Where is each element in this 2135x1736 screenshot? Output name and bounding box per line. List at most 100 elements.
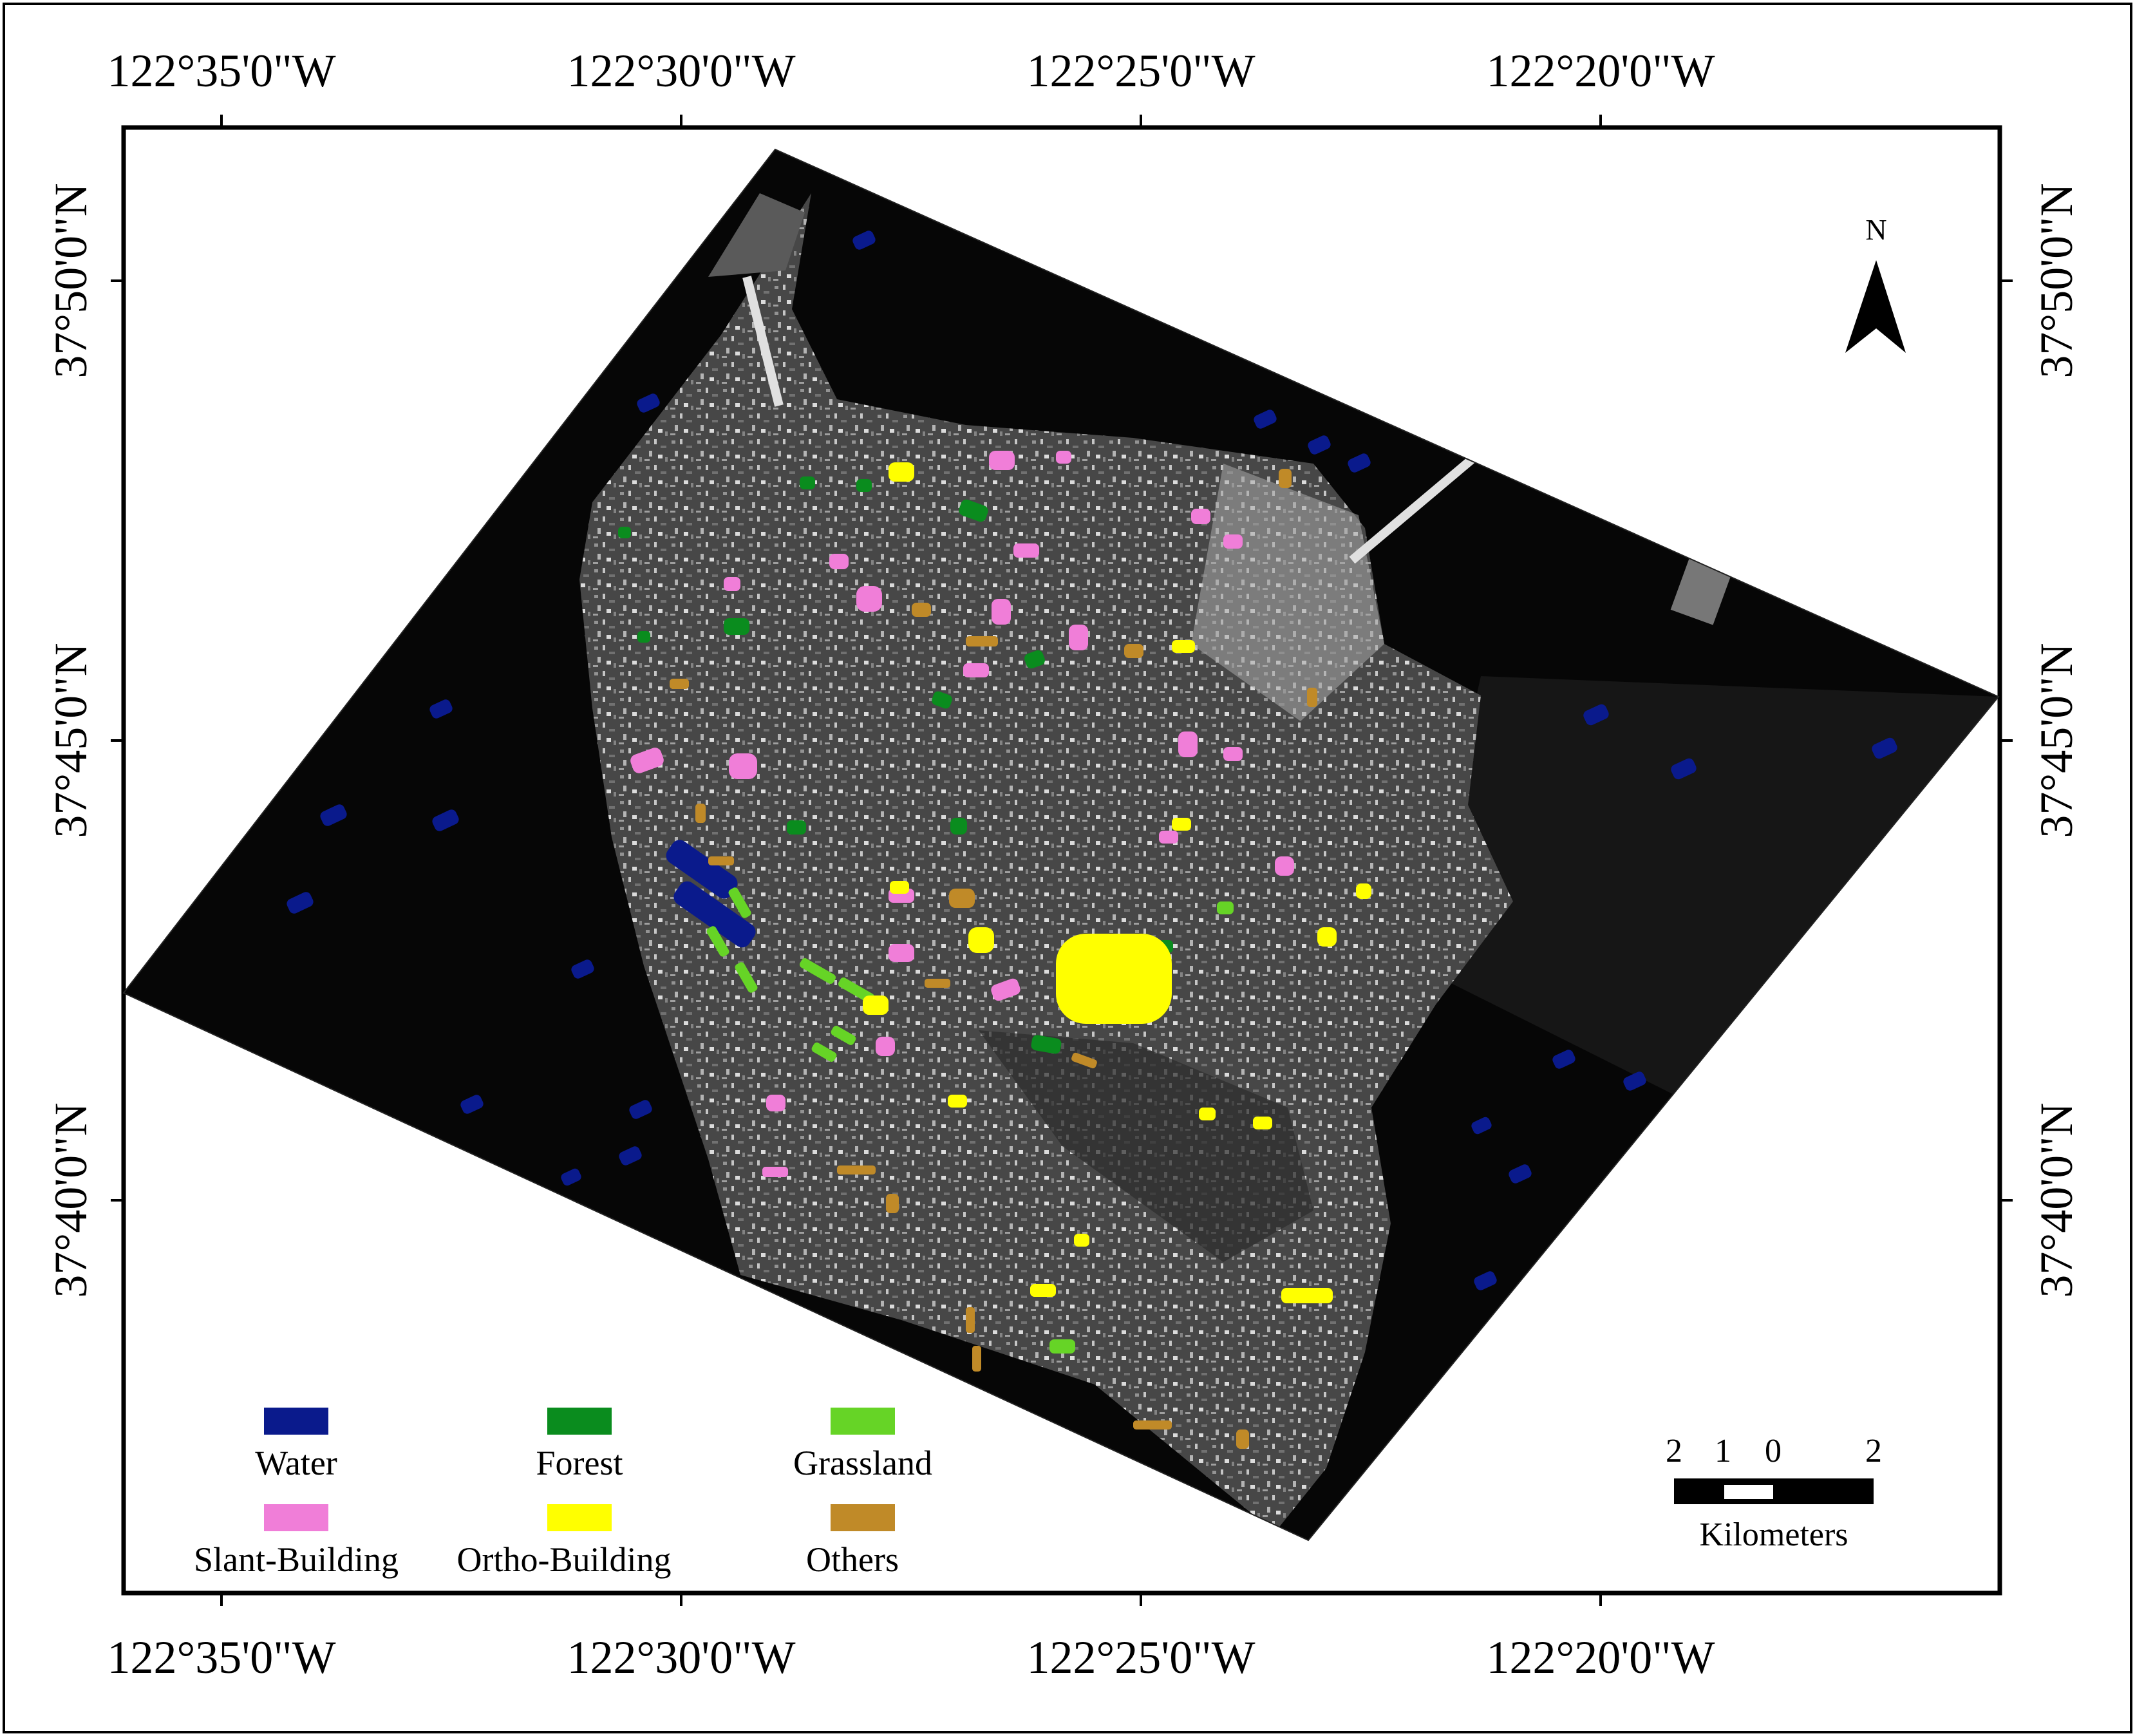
- lon-label-bottom-4: 122°20'0"W: [1486, 1632, 1715, 1683]
- sample-patch-water: [287, 892, 314, 914]
- legend-label-ortho-building: Ortho-Building: [457, 1540, 672, 1579]
- sample-patch-forest: [618, 527, 631, 538]
- sample-patch-others: [912, 603, 931, 617]
- sample-patch-grassland: [735, 962, 758, 993]
- sample-patch-water: [1348, 453, 1371, 473]
- sample-patch-others: [925, 979, 950, 988]
- north-arrow-icon: N: [1845, 213, 1906, 353]
- sample-patch-ortho-building: [1056, 934, 1172, 1024]
- sample-patch-others: [1279, 469, 1292, 488]
- sample-patch-forest: [932, 691, 952, 709]
- lat-label-right-3: 37°40'0"N: [2031, 1102, 2082, 1297]
- sample-patch-slant-building: [630, 748, 664, 773]
- lat-label-left-3: 37°40'0"N: [45, 1102, 97, 1297]
- sample-patch-ortho-building: [1172, 640, 1195, 653]
- sample-patch-water: [1623, 1071, 1646, 1091]
- sample-patch-others: [1133, 1420, 1172, 1429]
- sample-patch-ortho-building: [1317, 927, 1337, 947]
- sample-patch-grassland: [1217, 901, 1234, 914]
- sample-patch-water: [1474, 1271, 1497, 1290]
- lon-label-bottom-3: 122°25'0"W: [1026, 1632, 1255, 1683]
- sample-patch-ortho-building: [1253, 1117, 1272, 1129]
- sample-patch-water: [619, 1146, 642, 1165]
- sample-patch-forest: [787, 820, 806, 835]
- legend-swatch-water: [264, 1408, 328, 1435]
- lon-label-top-4: 122°20'0"W: [1486, 45, 1715, 97]
- sample-patch-forest: [1024, 650, 1045, 669]
- sample-patch-slant-building: [1013, 543, 1039, 558]
- scale-tick-label-2: 1: [1715, 1433, 1731, 1469]
- lat-label-right-2: 37°45'0"N: [2031, 643, 2082, 838]
- sample-patch-water: [571, 959, 594, 979]
- sample-patch-water: [1509, 1164, 1532, 1184]
- sample-patch-ortho-building: [1281, 1288, 1333, 1303]
- sample-patch-grassland: [706, 926, 729, 957]
- sample-patch-water: [432, 809, 459, 831]
- lon-label-top-1: 122°35'0"W: [107, 45, 335, 97]
- legend-label-forest: Forest: [536, 1444, 623, 1482]
- sample-patch-ortho-building: [1199, 1108, 1216, 1120]
- sample-patch-slant-building: [1056, 451, 1071, 464]
- sample-patch-others: [837, 1165, 876, 1175]
- legend-swatch-slant-building: [264, 1504, 328, 1531]
- sample-patch-slant-building: [889, 944, 914, 962]
- sample-patch-ortho-building: [1356, 883, 1371, 899]
- legend: Water Forest Grassland Slant-Building Or…: [194, 1408, 932, 1579]
- sample-patch-others: [966, 1307, 975, 1333]
- sample-patch-others: [670, 679, 689, 689]
- sample-patch-slant-building: [1223, 534, 1243, 549]
- north-label: N: [1865, 213, 1886, 246]
- sample-patch-ortho-building: [890, 881, 909, 894]
- sample-patch-slant-building: [724, 577, 740, 591]
- sample-patch-slant-building: [876, 1037, 895, 1056]
- sample-patch-water: [561, 1168, 581, 1186]
- sample-patch-ortho-building: [948, 1095, 967, 1108]
- scale-bar: 2 1 0 2 Kilometers: [1666, 1433, 1882, 1553]
- sample-patch-grassland: [811, 1043, 837, 1062]
- lon-label-top-2: 122°30'0"W: [567, 45, 795, 97]
- lon-label-bottom-1: 122°35'0"W: [107, 1632, 335, 1683]
- sample-patch-water: [637, 393, 660, 413]
- sample-patch-water: [1583, 704, 1609, 726]
- sample-patch-slant-building: [829, 554, 849, 569]
- sample-patch-ortho-building: [889, 462, 914, 482]
- scale-tick-label-4: 2: [1865, 1433, 1882, 1469]
- sample-patch-slant-building: [1159, 831, 1178, 844]
- sample-patch-ortho-building: [968, 927, 994, 953]
- sample-patch-slant-building: [1178, 731, 1198, 757]
- sample-patch-water: [666, 840, 738, 899]
- sample-patch-water: [1671, 758, 1697, 780]
- scale-unit-label: Kilometers: [1699, 1516, 1848, 1553]
- sample-patch-others: [1307, 688, 1317, 707]
- sample-patch-water: [1254, 410, 1277, 429]
- sample-patch-others: [886, 1194, 899, 1213]
- sample-patch-slant-building: [1223, 747, 1243, 761]
- scale-tick-label-3: 0: [1765, 1433, 1782, 1469]
- legend-label-water: Water: [255, 1444, 337, 1482]
- sample-patch-water: [460, 1095, 484, 1114]
- legend-swatch-others: [831, 1504, 895, 1531]
- sample-patch-water: [429, 699, 453, 719]
- sample-patch-water: [629, 1100, 652, 1119]
- legend-label-slant-building: Slant-Building: [194, 1540, 399, 1579]
- sample-patch-grassland: [831, 1026, 856, 1045]
- sample-patch-slant-building: [1275, 856, 1294, 876]
- sample-patch-grassland: [799, 958, 836, 984]
- sample-patch-slant-building: [1191, 509, 1210, 524]
- sample-patch-water: [1872, 737, 1897, 759]
- sample-patch-slant-building: [963, 663, 989, 677]
- legend-swatch-forest: [547, 1408, 612, 1435]
- graticule-ticks: [111, 115, 2013, 1606]
- scale-tick-label-1: 2: [1666, 1433, 1682, 1469]
- sample-patch-slant-building: [856, 586, 882, 612]
- sar-image: [122, 148, 2000, 1542]
- lat-label-left-2: 37°45'0"N: [45, 643, 97, 838]
- sample-patch-grassland: [728, 887, 751, 918]
- sample-patch-ortho-building: [1172, 818, 1191, 831]
- sample-patch-forest: [856, 479, 872, 492]
- lon-label-bottom-2: 122°30'0"W: [567, 1632, 795, 1683]
- lon-label-top-3: 122°25'0"W: [1026, 45, 1255, 97]
- sample-patch-water: [1471, 1117, 1492, 1135]
- sample-patch-slant-building: [992, 599, 1011, 625]
